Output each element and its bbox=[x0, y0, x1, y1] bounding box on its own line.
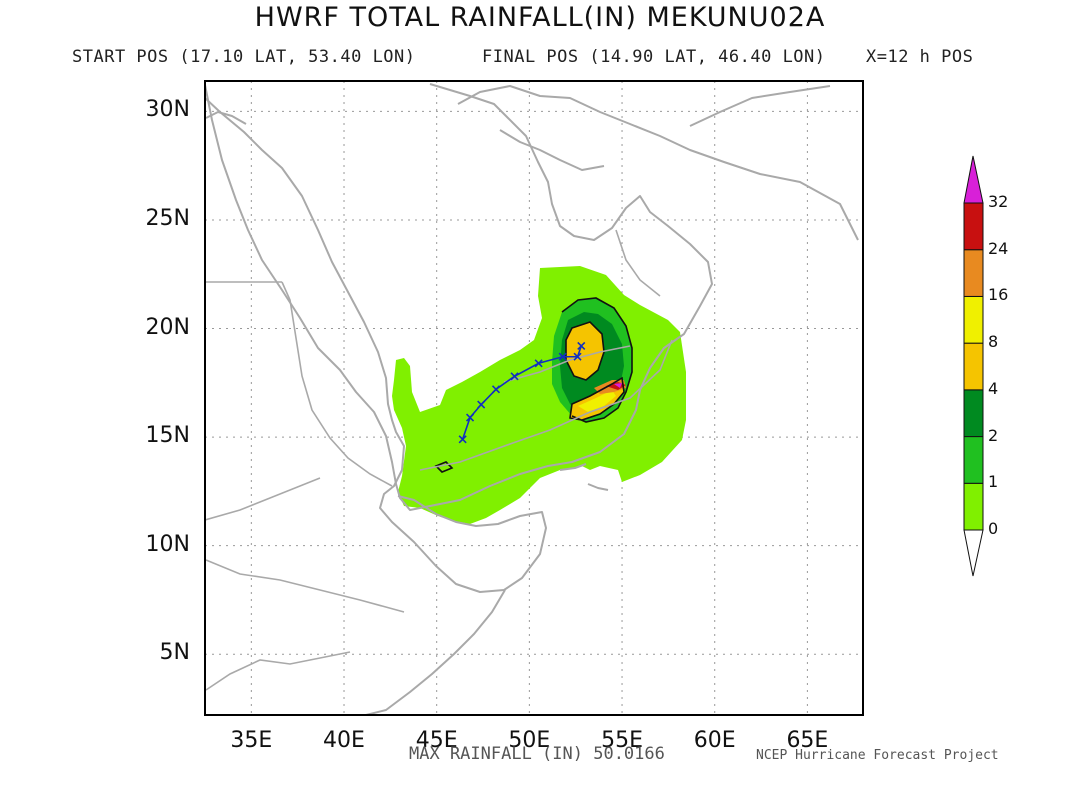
colorbar-swatch bbox=[963, 342, 984, 391]
rainfall-colorbar bbox=[963, 155, 984, 577]
rainfall-zone-8-16 bbox=[578, 390, 616, 412]
colorbar-label: 16 bbox=[988, 285, 1009, 305]
lon-tick-label: 35E bbox=[230, 728, 273, 753]
start-position-text: START POS (17.10 LAT, 53.40 LON) bbox=[72, 47, 416, 67]
lon-tick-label: 60E bbox=[693, 728, 736, 753]
credit-text: NCEP Hurricane Forecast Project bbox=[756, 748, 999, 763]
storm-position-marker bbox=[465, 413, 475, 422]
colorbar-swatch bbox=[963, 249, 984, 297]
final-position-text: FINAL POS (14.90 LAT, 46.40 LON) bbox=[482, 47, 826, 67]
storm-track bbox=[458, 341, 586, 444]
storm-position-marker bbox=[573, 352, 582, 361]
colorbar-label: 8 bbox=[988, 332, 999, 352]
colorbar-label: 2 bbox=[988, 425, 999, 445]
colorbar-swatch bbox=[963, 389, 984, 438]
rainfall-field bbox=[392, 266, 686, 524]
lon-tick-label: 40E bbox=[323, 728, 365, 753]
colorbar-label: 32 bbox=[988, 192, 1009, 211]
country-borders bbox=[205, 229, 673, 691]
colorbar-swatch bbox=[963, 436, 984, 484]
position-interval-text: X=12 h POS bbox=[866, 47, 974, 67]
map-frame bbox=[204, 80, 864, 716]
colorbar-top-arrow bbox=[963, 155, 984, 204]
colorbar-bottom-arrow bbox=[963, 529, 984, 577]
lat-tick-label: 15N bbox=[145, 423, 190, 449]
colorbar-swatch bbox=[963, 202, 984, 251]
storm-position-marker bbox=[510, 372, 519, 381]
lat-tick-label: 30N bbox=[145, 97, 190, 123]
storm-position-marker bbox=[477, 400, 486, 409]
rainfall-contour-lines bbox=[434, 297, 633, 473]
storm-position-marker bbox=[458, 435, 467, 444]
rainfall-zone-4-8 bbox=[566, 322, 604, 380]
coastlines bbox=[205, 83, 859, 715]
storm-position-marker bbox=[558, 352, 567, 361]
colorbar-swatch bbox=[963, 482, 984, 531]
max-rainfall-text: MAX RAINFALL (IN) 50.0166 bbox=[409, 744, 665, 764]
map-title: HWRF TOTAL RAINFALL(IN) MEKUNU02A bbox=[254, 2, 826, 33]
colorbar-label: 24 bbox=[988, 238, 1009, 258]
rainfall-zone-0-1 bbox=[392, 266, 686, 524]
colorbar-label: 4 bbox=[988, 378, 999, 398]
lat-tick-label: 5N bbox=[159, 640, 190, 666]
lon-tick-label: 55E bbox=[601, 728, 643, 753]
colorbar-swatch bbox=[963, 295, 984, 344]
colorbar-label: 1 bbox=[988, 472, 999, 492]
storm-position-marker bbox=[534, 359, 543, 368]
lat-tick-label: 20N bbox=[145, 314, 190, 340]
rainfall-zone-32-plus bbox=[614, 383, 622, 388]
lat-tick-label: 10N bbox=[145, 531, 190, 557]
lon-tick-label: 45E bbox=[415, 728, 458, 753]
lon-tick-label: 65E bbox=[786, 728, 829, 753]
lon-tick-label: 50E bbox=[508, 728, 551, 753]
storm-position-marker bbox=[577, 341, 586, 350]
lat-tick-label: 25N bbox=[145, 205, 190, 231]
colorbar-label: 0 bbox=[988, 519, 999, 538]
storm-position-marker bbox=[491, 385, 501, 394]
